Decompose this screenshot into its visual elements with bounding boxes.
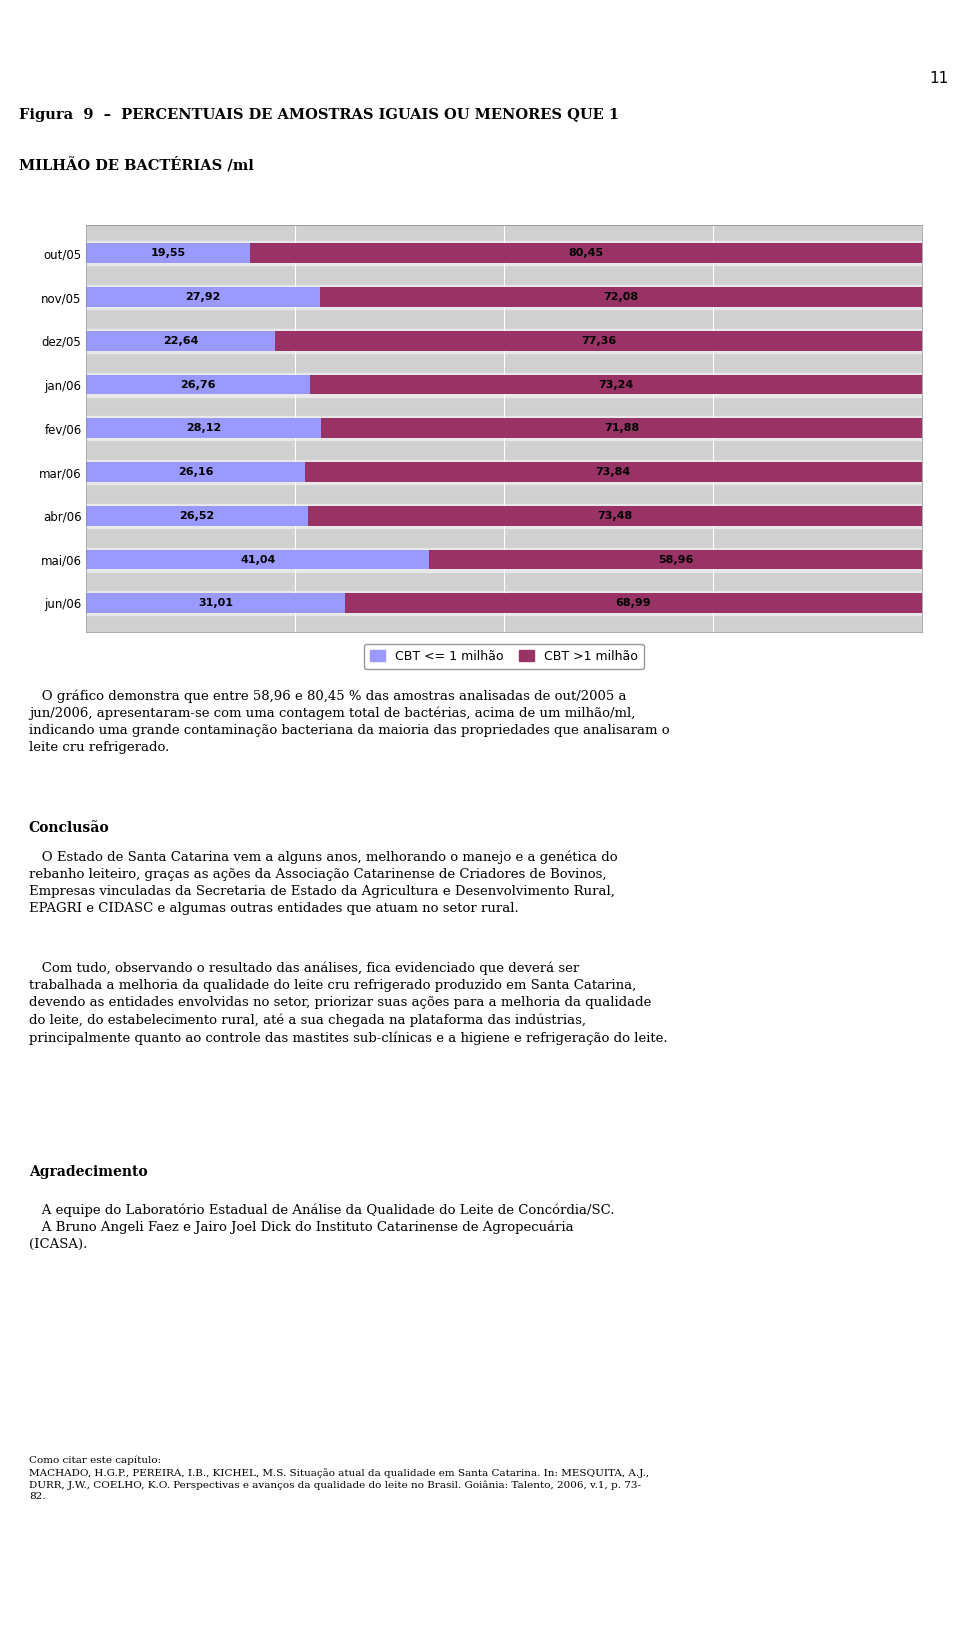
Bar (276, 331, 922, 351)
Text: www.cbql.com.br: www.cbql.com.br (426, 1423, 534, 1436)
Bar (310, 374, 922, 394)
Bar (86, 594, 346, 614)
Text: 72,08: 72,08 (603, 292, 638, 302)
Text: Conclusão: Conclusão (29, 820, 109, 835)
Bar (86, 373, 922, 397)
Bar (320, 287, 922, 307)
Bar (86, 463, 305, 482)
Text: A equipe do Laboratório Estadual de Análise da Qualidade do Leite de Concórdia/S: A equipe do Laboratório Estadual de Anál… (29, 1203, 614, 1250)
Text: 68,99: 68,99 (615, 599, 651, 609)
Text: O gráfico demonstra que entre 58,96 e 80,45 % das amostras analisadas de out/200: O gráfico demonstra que entre 58,96 e 80… (29, 689, 669, 755)
Text: 28,12: 28,12 (186, 423, 222, 433)
Bar (86, 287, 320, 307)
Text: 73,84: 73,84 (595, 468, 631, 478)
Text: 73,24: 73,24 (598, 379, 634, 389)
Text: Biblioteca CBQL: Biblioteca CBQL (17, 54, 178, 72)
Bar (429, 550, 922, 569)
Text: 41,04: 41,04 (240, 555, 276, 565)
Text: 11: 11 (929, 72, 948, 87)
Text: 73,48: 73,48 (597, 510, 633, 520)
Bar (86, 505, 308, 525)
Bar (86, 286, 922, 309)
Bar (305, 463, 922, 482)
Bar (86, 331, 276, 351)
Bar (86, 418, 322, 438)
Text: Com tudo, observando o resultado das análises, fica evidenciado que deverá ser
t: Com tudo, observando o resultado das aná… (29, 962, 667, 1045)
Text: 80,45: 80,45 (568, 248, 603, 258)
Text: 22,64: 22,64 (163, 336, 199, 346)
Text: MILHÃO DE BACTÉRIAS /ml: MILHÃO DE BACTÉRIAS /ml (19, 158, 254, 172)
Bar (86, 243, 250, 263)
Bar (250, 243, 922, 263)
Text: 26,76: 26,76 (180, 379, 216, 389)
Bar (86, 548, 922, 571)
Bar (86, 591, 922, 615)
Text: 31,01: 31,01 (199, 599, 233, 609)
Text: 77,36: 77,36 (581, 336, 616, 346)
Text: 26,52: 26,52 (180, 510, 215, 520)
Bar (86, 241, 922, 266)
Text: 19,55: 19,55 (151, 248, 185, 258)
Bar (308, 505, 922, 525)
Text: 27,92: 27,92 (185, 292, 221, 302)
Bar (86, 550, 429, 569)
Bar (86, 328, 922, 353)
Bar (86, 417, 922, 440)
Bar (86, 374, 310, 394)
Text: 26,16: 26,16 (178, 468, 213, 478)
Bar (346, 594, 922, 614)
Bar (86, 459, 922, 484)
Text: O Estado de Santa Catarina vem a alguns anos, melhorando o manejo e a genética d: O Estado de Santa Catarina vem a alguns … (29, 850, 617, 916)
Text: Figura  9  –  PERCENTUAIS DE AMOSTRAS IGUAIS OU MENORES QUE 1: Figura 9 – PERCENTUAIS DE AMOSTRAS IGUAI… (19, 108, 619, 123)
Bar (322, 418, 922, 438)
Bar (86, 504, 922, 528)
Text: 71,88: 71,88 (604, 423, 639, 433)
Text: Como citar este capítulo:
MACHADO, H.G.P., PEREIRA, I.B., KICHEL, M.S. Situação : Como citar este capítulo: MACHADO, H.G.P… (29, 1456, 649, 1502)
Text: 58,96: 58,96 (658, 555, 693, 565)
Legend: CBT <= 1 milhão, CBT >1 milhão: CBT <= 1 milhão, CBT >1 milhão (364, 643, 644, 670)
Text: Agradecimento: Agradecimento (29, 1165, 148, 1180)
